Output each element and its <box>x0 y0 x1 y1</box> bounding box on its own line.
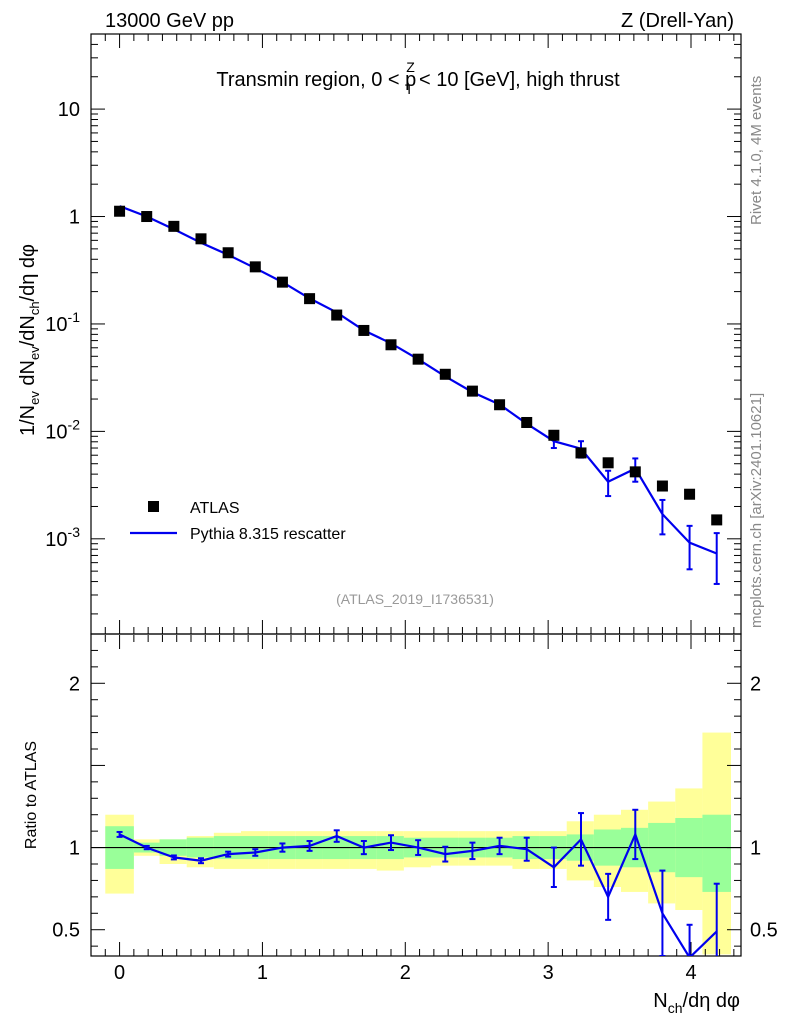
data-point <box>168 220 180 232</box>
data-point <box>494 399 506 411</box>
data-point <box>141 211 153 223</box>
ratio-plot-frame <box>90 633 742 957</box>
ratio-y-tick-label-right: 1 <box>750 838 761 860</box>
ratio-y-tick-label-left: 2 <box>69 673 80 695</box>
data-point <box>195 233 207 245</box>
data-point <box>222 247 234 259</box>
data-point <box>575 447 587 459</box>
side-label-rivet: Rivet 4.1.0, 4M events <box>748 76 765 225</box>
header-right: Z (Drell-Yan) <box>621 10 734 32</box>
y-tick-label: 1 <box>69 207 80 229</box>
data-point <box>358 324 370 336</box>
ratio-y-axis-label: Ratio to ATLAS <box>23 741 40 849</box>
ratio-clipped-group <box>116 808 720 956</box>
data-point <box>304 293 316 305</box>
data-point <box>466 385 478 397</box>
x-tick-label: 2 <box>400 962 411 984</box>
y-tick-label: 10-2 <box>45 416 80 443</box>
data-point <box>602 457 614 469</box>
x-tick-label: 4 <box>685 962 696 984</box>
axes: 0 1 2 3 4 10-3 10-2 10-1 1 10 0.5 0.5 1 1 2 2 <box>45 33 778 984</box>
legend-mc-label: Pythia 8.315 rescatter <box>190 526 346 543</box>
x-tick-label: 0 <box>114 962 125 984</box>
main-plot-frame <box>90 33 742 635</box>
ratio-y-tick-label-right: 0.5 <box>750 920 778 942</box>
data-point <box>711 514 723 526</box>
data-point <box>629 466 641 478</box>
data-point <box>684 488 696 500</box>
data-point <box>656 480 668 492</box>
data-point <box>385 339 397 351</box>
y-tick-label: 10-3 <box>45 524 80 551</box>
x-axis-label: Nch/dη dφ <box>653 990 740 1016</box>
x-tick-label: 1 <box>257 962 268 984</box>
y-tick-label: 10 <box>58 99 80 121</box>
data-point <box>439 368 451 380</box>
legend-data-marker <box>148 501 159 512</box>
header-left: 13000 GeV pp <box>105 10 234 32</box>
data-point <box>331 309 343 321</box>
ratio-mc-series <box>116 808 720 956</box>
main-data-series <box>114 205 723 526</box>
ratio-y-tick-label-right: 2 <box>750 673 761 695</box>
data-point <box>521 416 533 428</box>
side-label-mcplots: mcplots.cern.ch [arXiv:2401.10621] <box>748 393 765 628</box>
ratio-band-inner-bin <box>702 814 731 892</box>
x-tick-label: 3 <box>543 962 554 984</box>
main-y-axis-label: 1/Nev dNev/dNch/dη dφ <box>17 244 42 436</box>
ratio-y-tick-label-left: 0.5 <box>52 920 80 942</box>
analysis-tag: (ATLAS_2019_I1736531) <box>336 591 494 607</box>
legend-data-label: ATLAS <box>190 500 240 517</box>
data-point <box>548 429 560 441</box>
chart-title: Transmin region, 0 < pZ T < 10 [GeV], hig… <box>216 59 620 97</box>
data-point <box>114 205 126 217</box>
ratio-y-tick-label-left: 1 <box>69 838 80 860</box>
data-point <box>412 353 424 365</box>
y-tick-label: 10-1 <box>45 309 80 336</box>
data-point <box>249 261 261 273</box>
data-point <box>276 276 288 288</box>
